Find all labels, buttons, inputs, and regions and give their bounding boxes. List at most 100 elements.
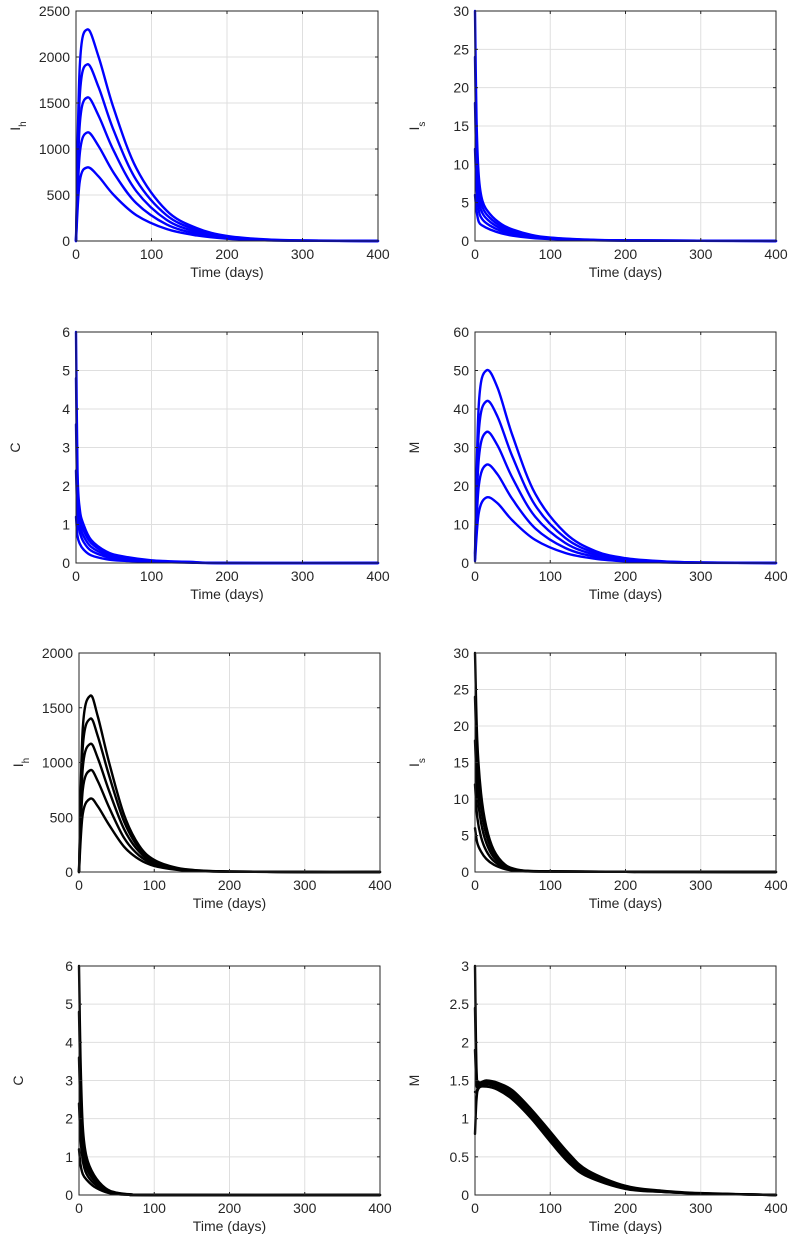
x-tick-label: 100 [539, 877, 563, 893]
y-tick-label: 1 [461, 1111, 469, 1127]
y-tick-label: 3 [65, 1073, 73, 1089]
x-tick-label: 200 [614, 1200, 638, 1216]
x-tick-label: 400 [764, 1200, 788, 1216]
y-axis-label-main: I [406, 127, 422, 131]
y-tick-label: 40 [453, 401, 469, 417]
x-tick-label: 200 [614, 877, 638, 893]
chart-4: 0 100 200 300 400 0 10 20 30 40 50 60 Time (days) M [406, 324, 788, 602]
y-axis-label: C [10, 1075, 26, 1085]
x-axis-label: Time (days) [190, 264, 263, 280]
x-tick-label: 300 [689, 877, 713, 893]
y-tick-label: 25 [453, 41, 469, 57]
x-tick-label: 400 [368, 877, 392, 893]
x-tick-label: 400 [366, 568, 390, 584]
y-tick-label: 5 [65, 996, 73, 1012]
x-axis-label: Time (days) [589, 1218, 662, 1234]
y-axis-label: Is [406, 122, 428, 131]
x-tick-label: 100 [140, 246, 164, 262]
y-tick-label: 2 [62, 478, 70, 494]
x-tick-label: 0 [75, 877, 83, 893]
x-axis-label: Time (days) [589, 264, 662, 280]
x-tick-label: 0 [471, 877, 479, 893]
x-tick-label: 200 [215, 568, 239, 584]
y-axis-label-subscript: s [417, 758, 428, 763]
y-tick-label: 15 [453, 118, 469, 134]
x-tick-label: 200 [218, 1200, 242, 1216]
y-tick-label: 4 [62, 401, 70, 417]
x-axis-label: Time (days) [589, 895, 662, 911]
chart-5: 0 100 200 300 400 0 500 1000 1500 2000 Time (days)… [10, 645, 392, 911]
x-tick-label: 0 [75, 1200, 83, 1216]
y-axis-label-main: C [10, 1075, 26, 1085]
y-axis-label-main: M [406, 1075, 422, 1087]
y-tick-label: 2000 [39, 49, 70, 65]
x-tick-label: 100 [140, 568, 164, 584]
x-tick-label: 100 [539, 568, 563, 584]
x-tick-label: 0 [72, 568, 80, 584]
x-tick-label: 300 [689, 246, 713, 262]
y-tick-label: 2 [65, 1111, 73, 1127]
x-tick-label: 400 [368, 1200, 392, 1216]
y-tick-label: 0 [62, 233, 70, 249]
chart-7: 0 100 200 300 400 0 1 2 3 4 5 6 Time (days) C [10, 958, 392, 1234]
x-tick-label: 0 [471, 1200, 479, 1216]
x-tick-label: 200 [215, 246, 239, 262]
y-tick-label: 20 [453, 478, 469, 494]
series-line-5 [473, 368, 778, 565]
x-tick-label: 200 [614, 568, 638, 584]
y-axis-label-subscript: s [417, 122, 428, 127]
y-axis-label-main: I [406, 763, 422, 767]
series-line-5 [473, 964, 778, 1197]
y-tick-label: 0 [461, 233, 469, 249]
x-tick-label: 100 [539, 1200, 563, 1216]
y-tick-label: 500 [50, 809, 74, 825]
y-tick-label: 0 [461, 1187, 469, 1203]
y-tick-label: 0.5 [450, 1149, 470, 1165]
y-tick-label: 0 [461, 864, 469, 880]
x-tick-label: 300 [291, 568, 315, 584]
y-axis-label: Ih [10, 758, 32, 767]
x-axis-label: Time (days) [589, 586, 662, 602]
y-tick-label: 2000 [42, 645, 73, 661]
y-tick-label: 30 [453, 645, 469, 661]
chart-3: 0 100 200 300 400 0 1 2 3 4 5 6 Time (days) C [7, 324, 390, 602]
x-axis-label: Time (days) [193, 1218, 266, 1234]
x-tick-label: 400 [764, 877, 788, 893]
y-tick-label: 6 [62, 324, 70, 340]
y-tick-label: 0 [461, 555, 469, 571]
x-tick-label: 400 [764, 246, 788, 262]
y-axis-label-main: I [7, 127, 23, 131]
x-tick-label: 0 [72, 246, 80, 262]
y-tick-label: 4 [65, 1034, 73, 1050]
y-tick-label: 1000 [42, 755, 73, 771]
chart-8: 0 100 200 300 400 0 0.5 1 1.5 2 2.5 3 Time (days) M [406, 958, 788, 1234]
x-tick-label: 100 [143, 877, 167, 893]
y-tick-label: 1 [62, 517, 70, 533]
x-tick-label: 100 [539, 246, 563, 262]
y-tick-label: 0 [62, 555, 70, 571]
y-tick-label: 1000 [39, 141, 70, 157]
y-tick-label: 20 [453, 718, 469, 734]
y-tick-label: 0 [65, 1187, 73, 1203]
series-line-5 [473, 9, 778, 243]
y-axis-label: Is [406, 758, 428, 767]
y-tick-label: 15 [453, 755, 469, 771]
x-axis-label: Time (days) [190, 586, 263, 602]
y-tick-label: 10 [453, 791, 469, 807]
y-tick-label: 6 [65, 958, 73, 974]
x-tick-label: 300 [689, 568, 713, 584]
chart-6: 0 100 200 300 400 0 5 10 15 20 25 30 Time (days) Is [406, 645, 788, 911]
y-tick-label: 1500 [42, 700, 73, 716]
y-tick-label: 2.5 [450, 996, 470, 1012]
y-tick-label: 1 [65, 1149, 73, 1165]
x-tick-label: 200 [218, 877, 242, 893]
y-tick-label: 5 [62, 363, 70, 379]
x-tick-label: 300 [689, 1200, 713, 1216]
y-tick-label: 5 [461, 828, 469, 844]
x-tick-label: 300 [291, 246, 315, 262]
y-tick-label: 500 [47, 187, 71, 203]
x-tick-label: 300 [293, 1200, 317, 1216]
chart-1: 0 100 200 300 400 0 500 1000 1500 2000 2500 Time (d… [7, 3, 390, 280]
x-tick-label: 100 [143, 1200, 167, 1216]
x-tick-label: 0 [471, 246, 479, 262]
